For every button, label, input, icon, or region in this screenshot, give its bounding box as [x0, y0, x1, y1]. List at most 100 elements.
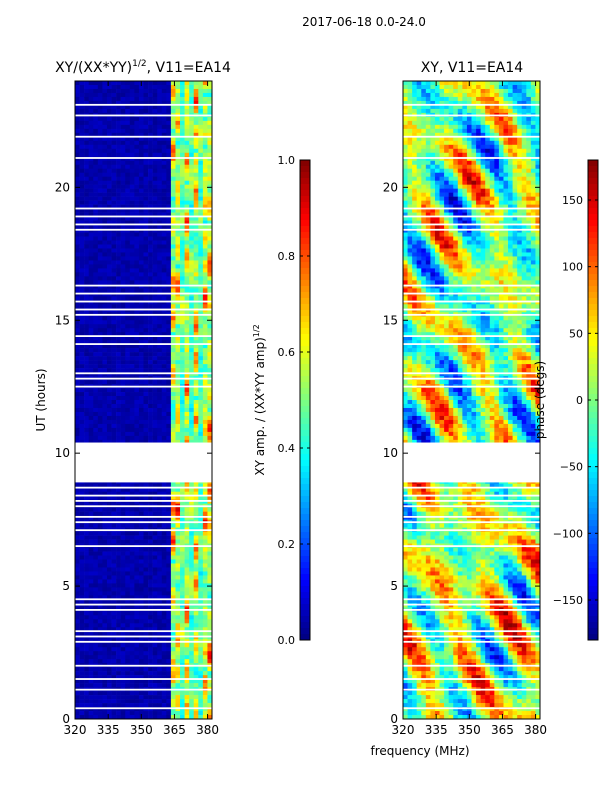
- heatmap-cell: [134, 651, 140, 656]
- heatmap-cell: [134, 81, 140, 86]
- heatmap-cell: [170, 216, 176, 221]
- heatmap-cell: [198, 320, 204, 325]
- heatmap-cell: [193, 264, 199, 269]
- heatmap-cell: [207, 388, 213, 393]
- heatmap-cell: [138, 595, 144, 600]
- heatmap-cell: [116, 184, 121, 189]
- heatmap-cell: [189, 611, 195, 616]
- heatmap-cell: [120, 523, 126, 528]
- heatmap-cell: [161, 256, 167, 261]
- heatmap-cell: [129, 715, 135, 720]
- heatmap-cell: [134, 499, 140, 504]
- heatmap-cell: [84, 296, 89, 301]
- heatmap-cell: [143, 551, 149, 556]
- heatmap-cell: [129, 655, 135, 660]
- heatmap-cell: [125, 372, 131, 377]
- heatmap-cell: [120, 483, 126, 489]
- flagged-row: [75, 114, 212, 117]
- heatmap-cell: [152, 368, 158, 373]
- heatmap-cell: [161, 332, 167, 337]
- heatmap-cell: [106, 92, 112, 98]
- heatmap-cell: [120, 248, 126, 253]
- heatmap-cell: [166, 380, 172, 385]
- heatmap-cell: [111, 344, 117, 349]
- flagged-row: [75, 292, 212, 295]
- heatmap-cell: [134, 659, 140, 664]
- heatmap-cell: [106, 208, 112, 213]
- heatmap-cell: [134, 256, 140, 261]
- heatmap-cell: [152, 108, 158, 114]
- heatmap-cell: [93, 511, 99, 516]
- heatmap-cell: [84, 531, 89, 536]
- heatmap-cell: [138, 439, 144, 445]
- heatmap-cell: [189, 539, 195, 544]
- heatmap-cell: [116, 703, 121, 708]
- heatmap-cell: [116, 272, 121, 277]
- y-tick-label: 20: [55, 180, 70, 194]
- heatmap-cell: [157, 140, 163, 146]
- heatmap-cell: [193, 120, 199, 126]
- heatmap-cell: [102, 96, 108, 102]
- heatmap-cell: [138, 571, 144, 576]
- heatmap-cell: [120, 144, 126, 150]
- heatmap-cell: [198, 164, 204, 170]
- heatmap-cell: [106, 555, 112, 560]
- heatmap-cell: [106, 88, 112, 94]
- heatmap-cell: [102, 647, 108, 652]
- heatmap-cell: [116, 196, 121, 201]
- heatmap-cell: [175, 164, 181, 170]
- heatmap-cell: [111, 491, 117, 496]
- heatmap-cell: [93, 296, 99, 301]
- heatmap-cell: [138, 655, 144, 660]
- heatmap-cell: [152, 168, 158, 174]
- heatmap-cell: [129, 204, 135, 209]
- heatmap-cell: [198, 352, 204, 357]
- heatmap-cell: [138, 116, 144, 122]
- heatmap-cell: [84, 699, 89, 704]
- heatmap-cell: [79, 332, 85, 337]
- heatmap-cell: [102, 619, 108, 624]
- heatmap-cell: [161, 396, 167, 401]
- heatmap-cell: [79, 256, 85, 261]
- heatmap-cell: [75, 603, 80, 608]
- heatmap-cell: [184, 240, 190, 245]
- heatmap-cell: [198, 388, 204, 393]
- heatmap-cell: [143, 651, 149, 656]
- heatmap-cell: [202, 308, 208, 313]
- heatmap-cell: [180, 411, 185, 417]
- heatmap-cell: [134, 352, 140, 357]
- heatmap-cell: [116, 643, 121, 648]
- heatmap-cell: [180, 204, 185, 209]
- heatmap-cell: [75, 268, 80, 273]
- heatmap-cell: [75, 208, 80, 213]
- heatmap-cell: [180, 316, 185, 321]
- heatmap-cell: [175, 563, 181, 568]
- heatmap-cell: [106, 579, 112, 584]
- heatmap-cell: [202, 635, 208, 640]
- heatmap-cell: [157, 232, 163, 237]
- heatmap-cell: [152, 144, 158, 150]
- heatmap-cell: [97, 196, 103, 201]
- heatmap-cell: [207, 483, 213, 489]
- heatmap-cell: [202, 415, 208, 421]
- heatmap-cell: [180, 92, 185, 98]
- heatmap-cell: [202, 224, 208, 229]
- heatmap-cell: [125, 96, 131, 102]
- heatmap-cell: [207, 403, 213, 409]
- heatmap-cell: [152, 651, 158, 656]
- heatmap-cell: [84, 707, 89, 712]
- heatmap-cell: [184, 671, 190, 676]
- heatmap-cell: [189, 200, 195, 205]
- heatmap-cell: [193, 587, 199, 592]
- heatmap-cell: [148, 260, 153, 265]
- heatmap-cell: [125, 603, 131, 608]
- heatmap-cell: [143, 703, 149, 708]
- heatmap-cell: [161, 284, 167, 289]
- heatmap-cell: [88, 172, 94, 177]
- heatmap-cell: [138, 523, 144, 528]
- heatmap-cell: [157, 320, 163, 325]
- heatmap-cell: [207, 100, 213, 106]
- heatmap-cell: [184, 332, 190, 337]
- heatmap-cell: [157, 180, 163, 185]
- heatmap-cell: [134, 679, 140, 684]
